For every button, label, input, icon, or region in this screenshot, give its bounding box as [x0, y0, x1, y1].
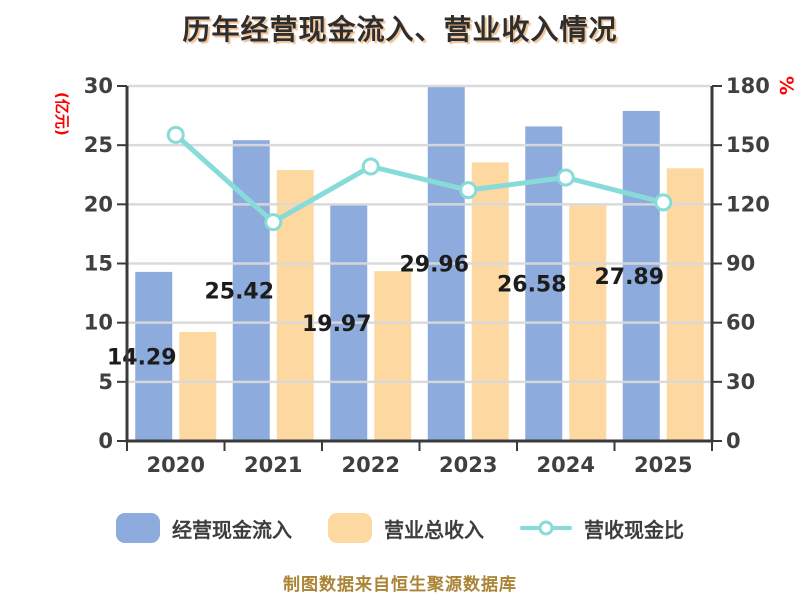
x-axis-tick-label: 2021 [244, 453, 302, 477]
right-axis-tick-label: 180 [726, 74, 770, 98]
line-point-marker [556, 168, 575, 187]
legend-item-operating-cash-inflow: 经营现金流入 [116, 513, 292, 543]
x-axis-tick-label: 2023 [439, 453, 497, 477]
chart-title: 历年经营现金流入、营业收入情况 [182, 13, 618, 46]
bar-total-operating-revenue [179, 332, 217, 441]
right-axis-tick-label: 60 [726, 311, 755, 335]
bar-operating-cash-inflow [622, 110, 660, 442]
legend-swatch-orange-bar-icon [328, 513, 372, 543]
data-source-caption: 制图数据来自恒生聚源数据库 [283, 575, 517, 595]
legend-swatch-blue-bar-icon [116, 513, 160, 543]
bar-value-label: 14.29 [107, 345, 177, 370]
bar-operating-cash-inflow [135, 271, 173, 441]
bar-total-operating-revenue [471, 162, 509, 441]
line-point-marker [654, 193, 673, 212]
bar-value-label: 27.89 [594, 265, 664, 290]
legend-item-revenue-cash-ratio: 营收现金比 [520, 513, 684, 543]
legend: 经营现金流入 营业总收入 营收现金比 [0, 513, 800, 543]
line-point-marker [459, 181, 478, 200]
legend-label: 营业总收入 [384, 517, 484, 542]
left-axis-tick-label: 0 [98, 429, 113, 453]
legend-swatch-line-marker-icon [520, 513, 572, 543]
x-axis-tick-label: 2025 [634, 453, 692, 477]
left-axis-tick-label: 25 [84, 133, 113, 157]
right-axis-tick-label: 30 [726, 370, 755, 394]
left-axis-tick-label: 10 [84, 311, 113, 335]
left-axis-tick-label: 30 [84, 74, 113, 98]
legend-circle-marker-icon [538, 520, 554, 536]
left-axis-tick-label: 15 [84, 252, 113, 276]
bar-value-label: 26.58 [497, 273, 567, 298]
right-axis-tick-label: 120 [726, 192, 770, 216]
x-axis-tick-label: 2024 [537, 453, 595, 477]
line-point-marker [361, 157, 380, 176]
revenue-cash-ratio-line [173, 132, 666, 225]
right-axis-tick-label: 0 [726, 429, 741, 453]
bar-value-label: 29.96 [399, 253, 469, 278]
x-axis-tick-label: 2022 [342, 453, 400, 477]
left-axis-tick-label: 5 [98, 370, 113, 394]
bar-total-operating-revenue [374, 271, 412, 441]
legend-label: 营收现金比 [584, 517, 684, 542]
bar-total-operating-revenue [666, 168, 704, 441]
legend-item-total-revenue: 营业总收入 [328, 513, 484, 543]
legend-label: 经营现金流入 [172, 517, 292, 542]
left-axis-tick-label: 20 [84, 192, 113, 216]
line-point-marker [264, 213, 283, 232]
bar-value-label: 25.42 [204, 280, 274, 305]
right-axis-tick-label: 90 [726, 252, 755, 276]
x-axis-tick-label: 2020 [147, 453, 205, 477]
bar-value-label: 19.97 [302, 312, 372, 337]
line-point-marker [166, 125, 185, 144]
right-axis-tick-label: 150 [726, 133, 770, 157]
